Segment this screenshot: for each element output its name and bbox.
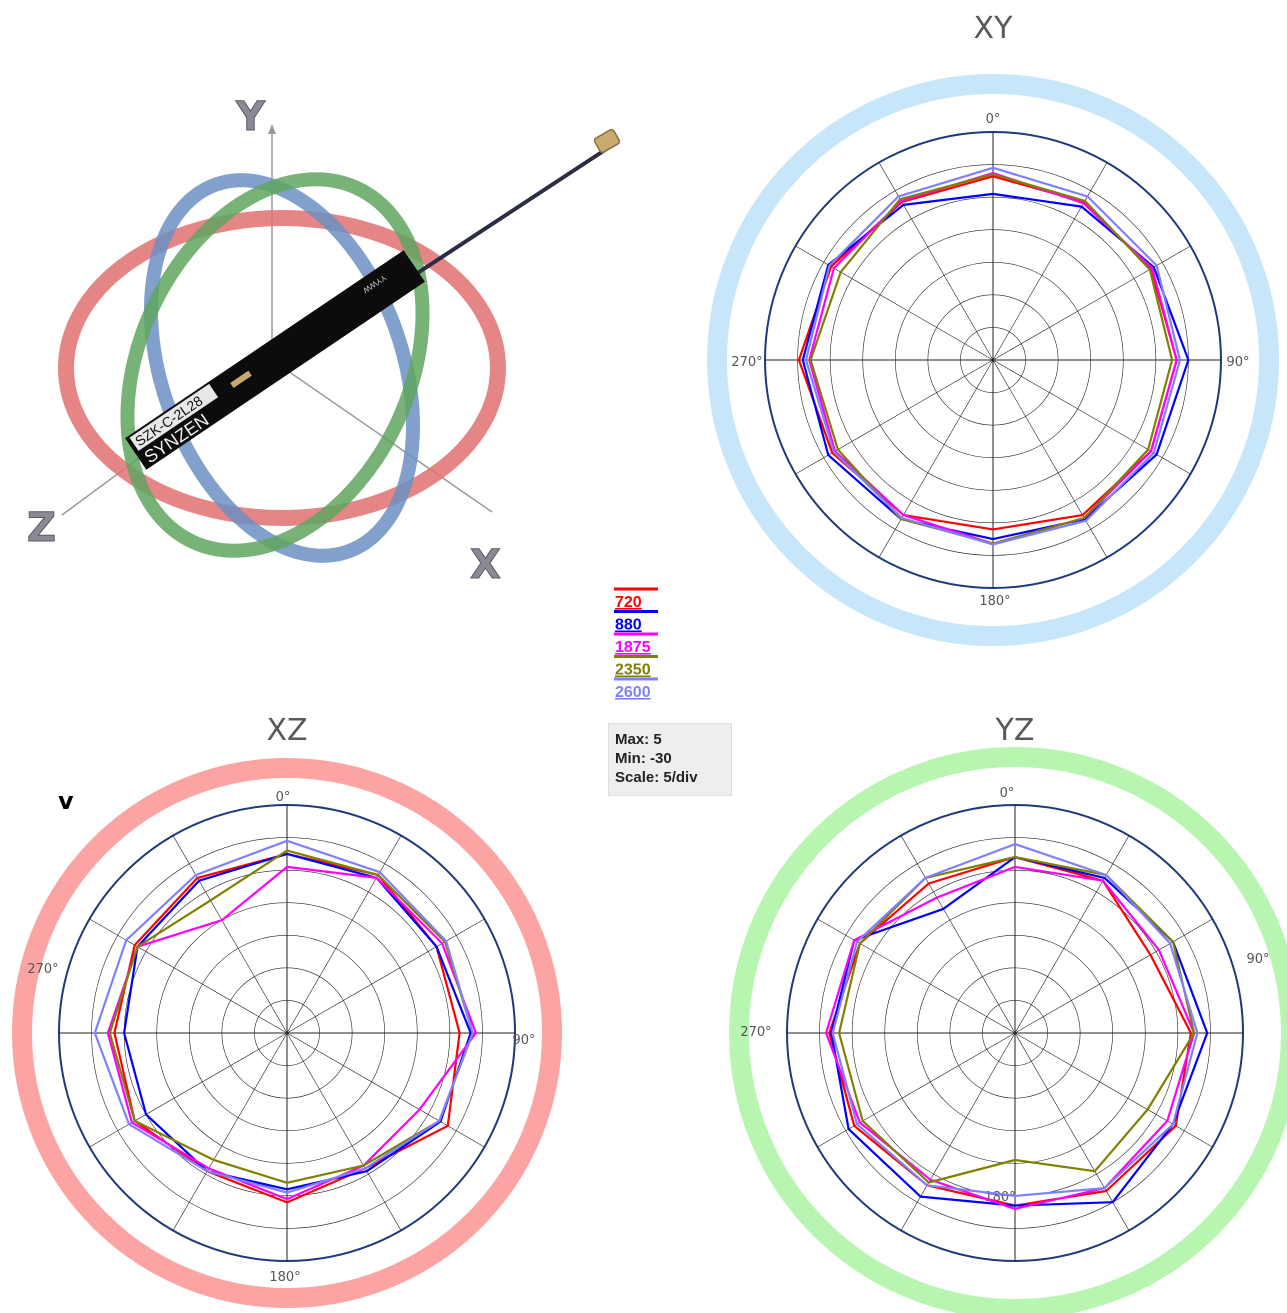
series-720 [797,175,1178,531]
series-1875 [824,865,1196,1211]
xy-ring [58,210,506,526]
antenna-body [125,250,425,470]
angle-label: 270° [27,962,58,977]
model-label-bg [129,383,219,451]
decorative-ring [12,758,562,1308]
grid-spoke [817,1032,1016,1148]
z-axis-letter: Z [27,505,56,551]
grid-spoke [900,835,1016,1034]
antenna-cable [408,146,610,280]
chart-title: XZ [266,713,307,748]
x-axis-letter: X [470,542,501,588]
series-2350 [108,849,474,1184]
grid-spoke [1014,918,1213,1034]
series-880 [801,192,1190,541]
series-2350 [837,855,1196,1184]
y-axis-letter: Y [235,94,266,140]
grid-spoke [817,918,1016,1034]
polar-chart-xz: XZ 0° 90° 180° 270° [12,713,562,1308]
grid-spoke [172,1032,288,1231]
angle-label: 0° [276,790,291,805]
grid-spoke [1014,835,1130,1034]
angle-label: 0° [986,112,1001,127]
angle-label: 180° [269,1270,300,1285]
angle-label: 90° [512,1033,535,1048]
legend-label-880: 880 [615,617,642,634]
connector-icon [593,128,621,154]
decorative-ring [729,747,1287,1313]
grid-spoke [172,835,288,1034]
angle-label: 270° [740,1025,771,1040]
yz-ring [120,172,430,558]
grid-spoke [286,918,485,1034]
grid-spoke [992,359,1108,558]
legend-label-1875: 1875 [615,639,651,656]
grid-spoke [286,1032,485,1148]
legend-label-2350: 2350 [615,662,651,679]
series-880 [122,852,472,1191]
angle-label: 180° [979,594,1010,609]
antenna-illustration: SZK-C-2L28 SYNZEN YYWW Y Z X [27,94,621,589]
max-value: Max: 5 [615,731,662,748]
series-2600 [804,166,1182,546]
feed-pad-icon [230,370,252,388]
series-2600 [93,839,474,1194]
y-axis-arrow [268,124,276,134]
grid-spoke [89,1032,288,1148]
grid-spoke [89,918,288,1034]
grid-spoke [878,359,994,558]
scale-value: Scale: 5/div [615,769,698,786]
angle-label: 0° [1000,786,1015,801]
polar-chart-yz: YZ0°90°180°270° [729,713,1287,1313]
legend-label-720: 720 [615,594,642,611]
grid-spoke [286,1032,402,1231]
series-2600 [831,842,1199,1198]
grid-spoke [1014,1032,1130,1231]
legend-label-2600: 2600 [615,684,651,701]
legend: 720 880 1875 2350 2600 [614,587,658,701]
x-axis-line [271,359,493,513]
chart-title: YZ [995,713,1035,748]
decorative-ring [707,74,1279,646]
angle-label: 270° [731,355,762,370]
chart-title: XY [974,11,1014,46]
scale-info-box: Max: 5 Min: -30 Scale: 5/div [608,723,732,796]
v-marker: v [58,787,74,815]
angle-label: 90° [1226,355,1249,370]
grid-spoke [1014,1032,1213,1148]
angle-label: 90° [1246,952,1269,967]
polar-chart-xy: XY 0° 90° 180° 270° [707,11,1279,646]
grid-spoke [286,835,402,1034]
min-value: Min: -30 [615,750,672,767]
